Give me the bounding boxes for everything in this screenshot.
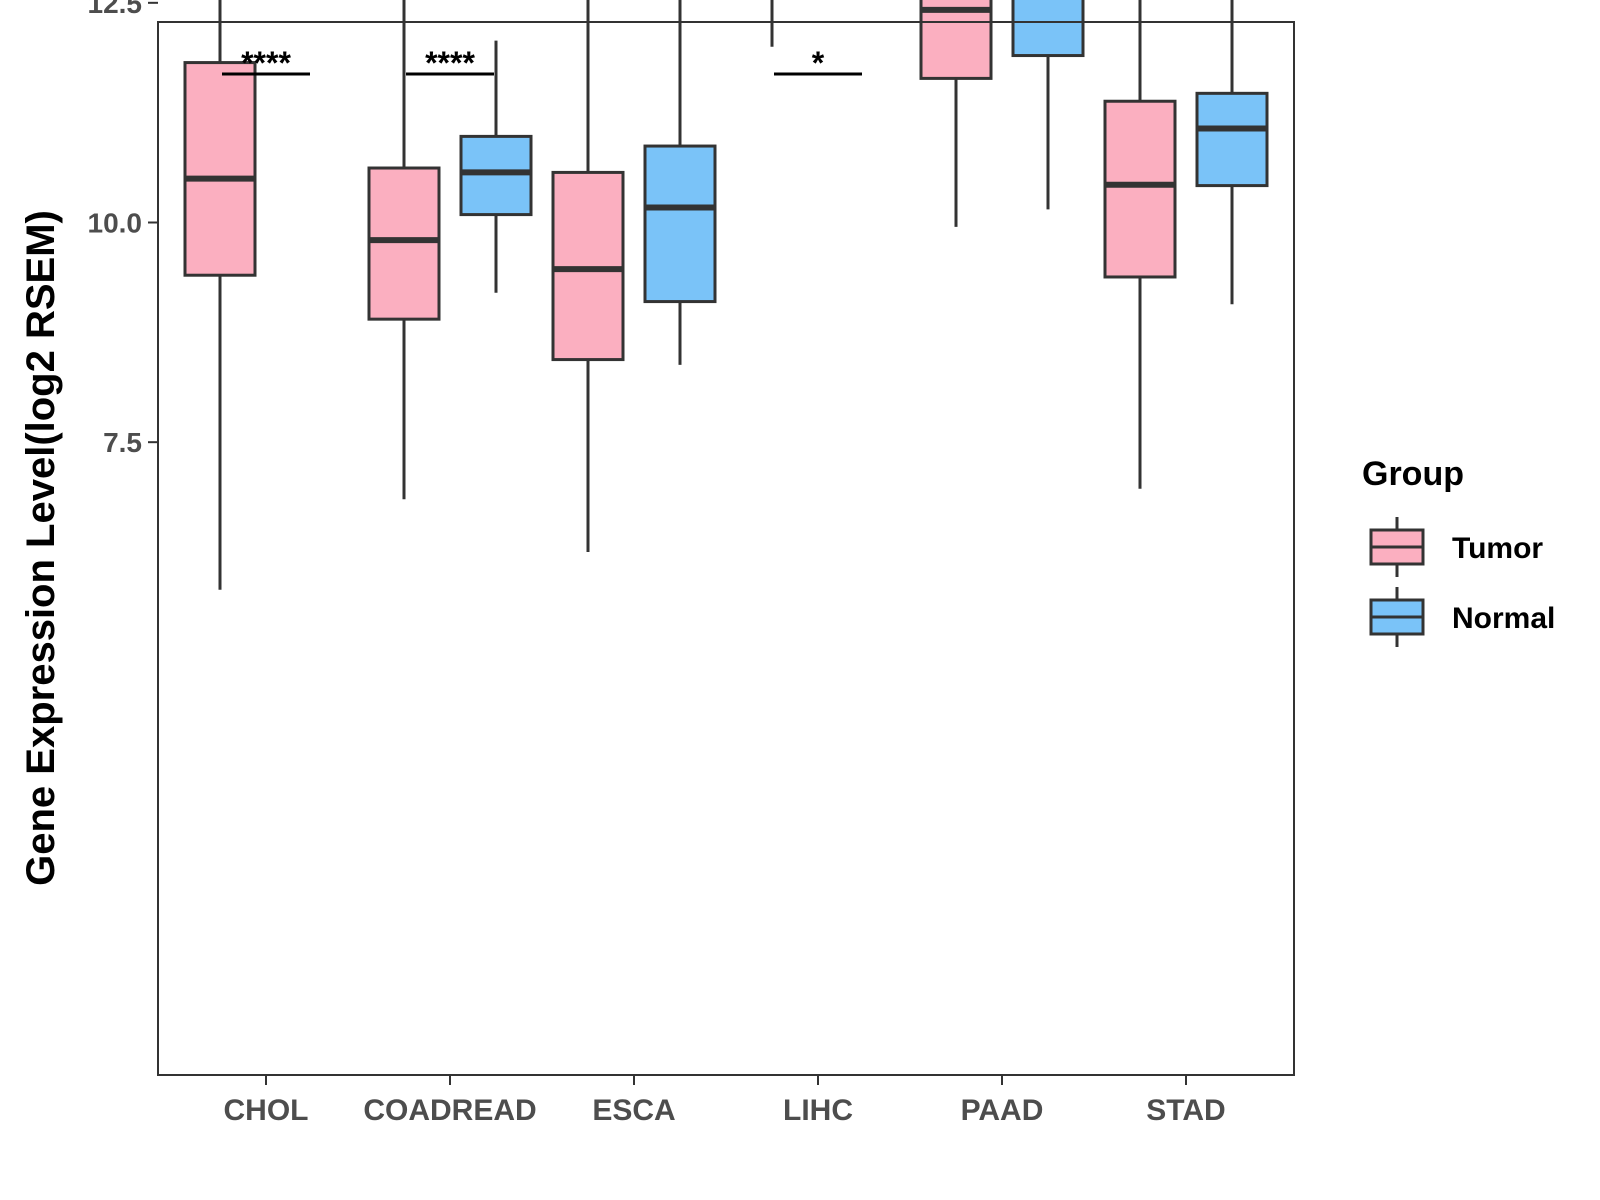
y-axis: 7.510.012.515.0 bbox=[88, 0, 158, 458]
x-tick-label: LIHC bbox=[783, 1094, 853, 1127]
significance-label: **** bbox=[425, 45, 475, 81]
legend-item-normal: Normal bbox=[1369, 587, 1555, 647]
box-body bbox=[459, 134, 533, 217]
y-axis-title: Gene Expression Level(log2 RSEM) bbox=[19, 210, 63, 886]
x-tick-label: COADREAD bbox=[363, 1094, 536, 1127]
y-tick-label: 10.0 bbox=[88, 208, 143, 239]
y-tick-label: 12.5 bbox=[88, 0, 143, 19]
x-tick-label: CHOL bbox=[224, 1094, 309, 1127]
box-tumor-paad bbox=[919, 0, 993, 227]
box-body bbox=[1011, 0, 1085, 58]
box-normal-paad bbox=[1011, 0, 1085, 210]
box-normal-coadread bbox=[459, 40, 533, 293]
x-tick-label: PAAD bbox=[961, 1094, 1044, 1127]
box-tumor-stad bbox=[1103, 0, 1177, 489]
box-tumor-chol bbox=[183, 0, 257, 590]
legend: Group Tumor Normal bbox=[1362, 455, 1555, 647]
significance-label: **** bbox=[241, 45, 291, 81]
box-body bbox=[183, 61, 257, 277]
panel-border bbox=[157, 21, 1295, 1076]
box-body bbox=[643, 144, 717, 304]
box-body bbox=[367, 166, 441, 321]
significance-label: * bbox=[812, 45, 825, 81]
box-normal-stad bbox=[1195, 0, 1269, 305]
x-tick-label: STAD bbox=[1146, 1094, 1225, 1127]
box-normal-esca bbox=[643, 0, 717, 365]
legend-item-tumor: Tumor bbox=[1369, 517, 1543, 577]
plot-marks: **** **** * bbox=[183, 0, 1269, 590]
y-tick-label: 7.5 bbox=[103, 427, 142, 458]
box-body bbox=[551, 170, 625, 362]
legend-title: Group bbox=[1362, 455, 1464, 493]
x-tick-label: ESCA bbox=[592, 1094, 675, 1127]
box-body bbox=[919, 0, 993, 80]
box-body bbox=[1195, 91, 1269, 188]
box-body bbox=[1103, 99, 1177, 279]
x-axis: CHOL COADREAD ESCA LIHC PAAD STAD bbox=[224, 1075, 1226, 1127]
legend-label: Normal bbox=[1452, 602, 1555, 635]
box-tumor-esca bbox=[551, 0, 625, 553]
box-tumor-coadread bbox=[367, 0, 441, 500]
legend-label: Tumor bbox=[1452, 532, 1543, 565]
